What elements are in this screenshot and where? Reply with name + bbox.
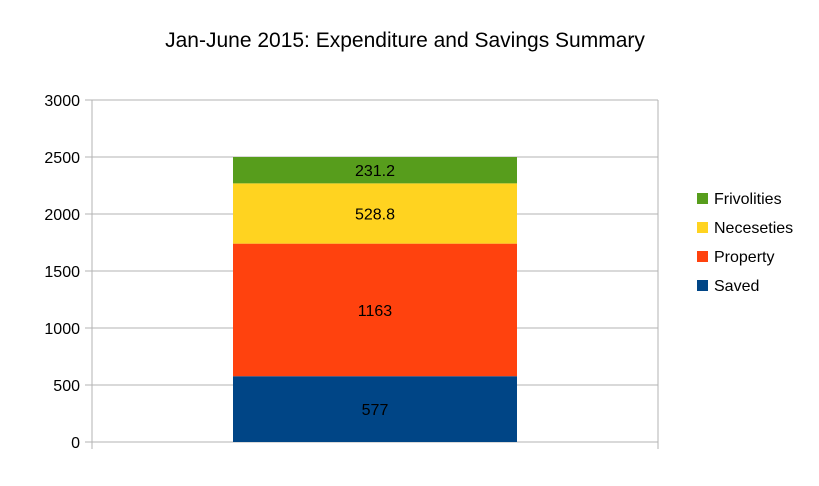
y-tick-label: 2500 <box>44 150 80 167</box>
data-label-neceseties: 528.8 <box>355 206 395 223</box>
y-tick-label: 0 <box>71 435 80 452</box>
chart-title: Jan-June 2015: Expenditure and Savings S… <box>165 29 645 52</box>
y-tick-label: 2000 <box>44 207 80 224</box>
bar-segment-neceseties <box>233 183 517 244</box>
y-tick-label: 500 <box>53 378 80 395</box>
y-tick-label: 3000 <box>44 93 80 110</box>
y-tick-label: 1000 <box>44 321 80 338</box>
data-label-frivolities: 231.2 <box>355 163 395 180</box>
bar-segment-saved <box>233 376 517 442</box>
legend-label-saved: Saved <box>714 278 759 295</box>
legend-swatch-saved <box>697 280 708 291</box>
legend-swatch-property <box>697 251 708 262</box>
legend: Frivolities Neceseties Property Saved <box>697 191 793 295</box>
legend-label-neceseties: Neceseties <box>714 220 793 237</box>
plot-area: 0 500 1000 1500 2000 2500 3000 577 1163 528.8 231.… <box>44 93 659 452</box>
y-tick-label: 1500 <box>44 264 80 281</box>
legend-swatch-frivolities <box>697 193 708 204</box>
legend-swatch-neceseties <box>697 222 708 233</box>
data-label-saved: 577 <box>362 402 389 419</box>
data-label-property: 1163 <box>358 303 393 320</box>
bar-segment-property <box>233 243 517 377</box>
bar-segment-frivolities <box>233 157 517 184</box>
legend-label-frivolities: Frivolities <box>714 191 782 208</box>
legend-label-property: Property <box>714 249 774 266</box>
